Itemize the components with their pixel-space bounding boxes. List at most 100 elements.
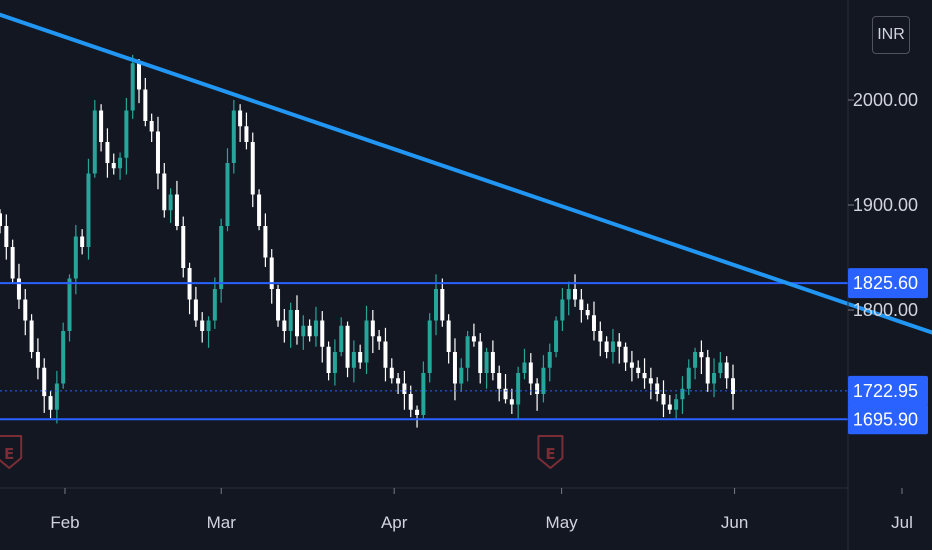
candle bbox=[370, 310, 375, 354]
candle bbox=[16, 263, 21, 309]
candle bbox=[699, 340, 704, 375]
price-tag-label: 1695.90 bbox=[853, 409, 918, 429]
candle bbox=[320, 311, 325, 363]
candle bbox=[686, 359, 691, 396]
time-axis[interactable]: FebMarAprMayJunJulAug bbox=[50, 488, 932, 532]
candle bbox=[667, 395, 672, 414]
candle bbox=[339, 317, 344, 357]
candle bbox=[655, 377, 660, 402]
candle bbox=[446, 314, 451, 364]
candle bbox=[332, 339, 337, 386]
candle bbox=[566, 281, 571, 316]
time-tick-label: Apr bbox=[381, 513, 408, 532]
candle bbox=[61, 322, 66, 389]
candle bbox=[263, 213, 268, 267]
candle bbox=[130, 54, 135, 119]
candle bbox=[231, 100, 236, 174]
candle bbox=[731, 364, 735, 410]
candle bbox=[623, 342, 628, 371]
candles-layer bbox=[0, 54, 735, 428]
price-axis[interactable]: 2000.00 1900.00 1800.00 bbox=[848, 90, 918, 320]
candle bbox=[29, 314, 34, 359]
candle bbox=[427, 313, 432, 383]
candle bbox=[383, 327, 388, 382]
candle bbox=[648, 367, 653, 400]
candle bbox=[389, 358, 394, 384]
candle bbox=[307, 319, 312, 342]
candle bbox=[661, 380, 666, 418]
currency-button[interactable]: INR bbox=[872, 16, 910, 54]
candle bbox=[124, 97, 129, 175]
price-tick-label: 2000.00 bbox=[853, 90, 918, 110]
candle bbox=[200, 312, 205, 343]
candle bbox=[585, 303, 590, 320]
price-tag[interactable]: 1695.90 bbox=[848, 404, 928, 435]
candle bbox=[617, 333, 622, 364]
candle bbox=[674, 394, 679, 420]
candle bbox=[10, 239, 15, 283]
candle bbox=[42, 358, 47, 413]
earnings-marker[interactable]: E bbox=[0, 435, 23, 469]
price-tick-label: 1900.00 bbox=[853, 195, 918, 215]
candle bbox=[459, 358, 464, 392]
price-tags-layer: 1825.60 1695.90 1722.95 bbox=[848, 268, 928, 435]
candle bbox=[490, 340, 495, 381]
candle bbox=[269, 249, 274, 304]
candle bbox=[0, 209, 2, 234]
candle bbox=[67, 274, 72, 342]
candle bbox=[421, 361, 426, 420]
earnings-label: E bbox=[545, 445, 555, 463]
candle bbox=[718, 352, 723, 379]
candle bbox=[294, 295, 299, 345]
candle bbox=[503, 374, 508, 404]
candle bbox=[105, 128, 110, 178]
candle bbox=[402, 370, 407, 410]
candle bbox=[162, 163, 167, 218]
candle bbox=[680, 376, 685, 414]
candle bbox=[326, 341, 331, 381]
candle bbox=[712, 358, 717, 398]
candle bbox=[137, 59, 142, 104]
candle bbox=[168, 188, 173, 223]
candle bbox=[174, 180, 179, 231]
candle bbox=[693, 347, 698, 380]
descending-trendline[interactable] bbox=[0, 0, 932, 419]
time-tick-label: Jun bbox=[721, 513, 748, 532]
candle bbox=[579, 289, 584, 323]
time-tick-label: Feb bbox=[50, 513, 79, 532]
candle bbox=[155, 116, 160, 190]
candle bbox=[705, 349, 710, 392]
time-tick-label: Jul bbox=[891, 513, 913, 532]
time-tick-label: Mar bbox=[207, 513, 237, 532]
candle bbox=[238, 104, 243, 142]
candle bbox=[604, 336, 609, 359]
candle bbox=[471, 323, 476, 347]
candle bbox=[528, 353, 533, 396]
candle bbox=[219, 218, 224, 303]
candle bbox=[377, 329, 382, 350]
candle bbox=[610, 328, 615, 364]
price-tag[interactable]: 1825.60 bbox=[848, 268, 928, 299]
candle bbox=[313, 306, 318, 347]
candle bbox=[345, 321, 350, 378]
earnings-marker[interactable]: E bbox=[537, 435, 564, 469]
candle bbox=[149, 113, 154, 142]
candle bbox=[535, 378, 540, 411]
candle bbox=[465, 331, 470, 382]
candle bbox=[396, 373, 401, 394]
price-tag[interactable]: 1722.95 bbox=[848, 375, 928, 406]
candle bbox=[35, 338, 40, 380]
candle bbox=[257, 189, 262, 231]
candle bbox=[364, 305, 369, 375]
candle bbox=[351, 340, 356, 383]
candle bbox=[92, 100, 97, 178]
candle bbox=[282, 308, 287, 343]
candle bbox=[598, 321, 603, 357]
candle bbox=[250, 132, 255, 208]
candle bbox=[509, 388, 514, 414]
candle bbox=[573, 274, 578, 307]
candle bbox=[554, 316, 559, 358]
candle bbox=[560, 287, 565, 331]
candle bbox=[244, 112, 249, 150]
